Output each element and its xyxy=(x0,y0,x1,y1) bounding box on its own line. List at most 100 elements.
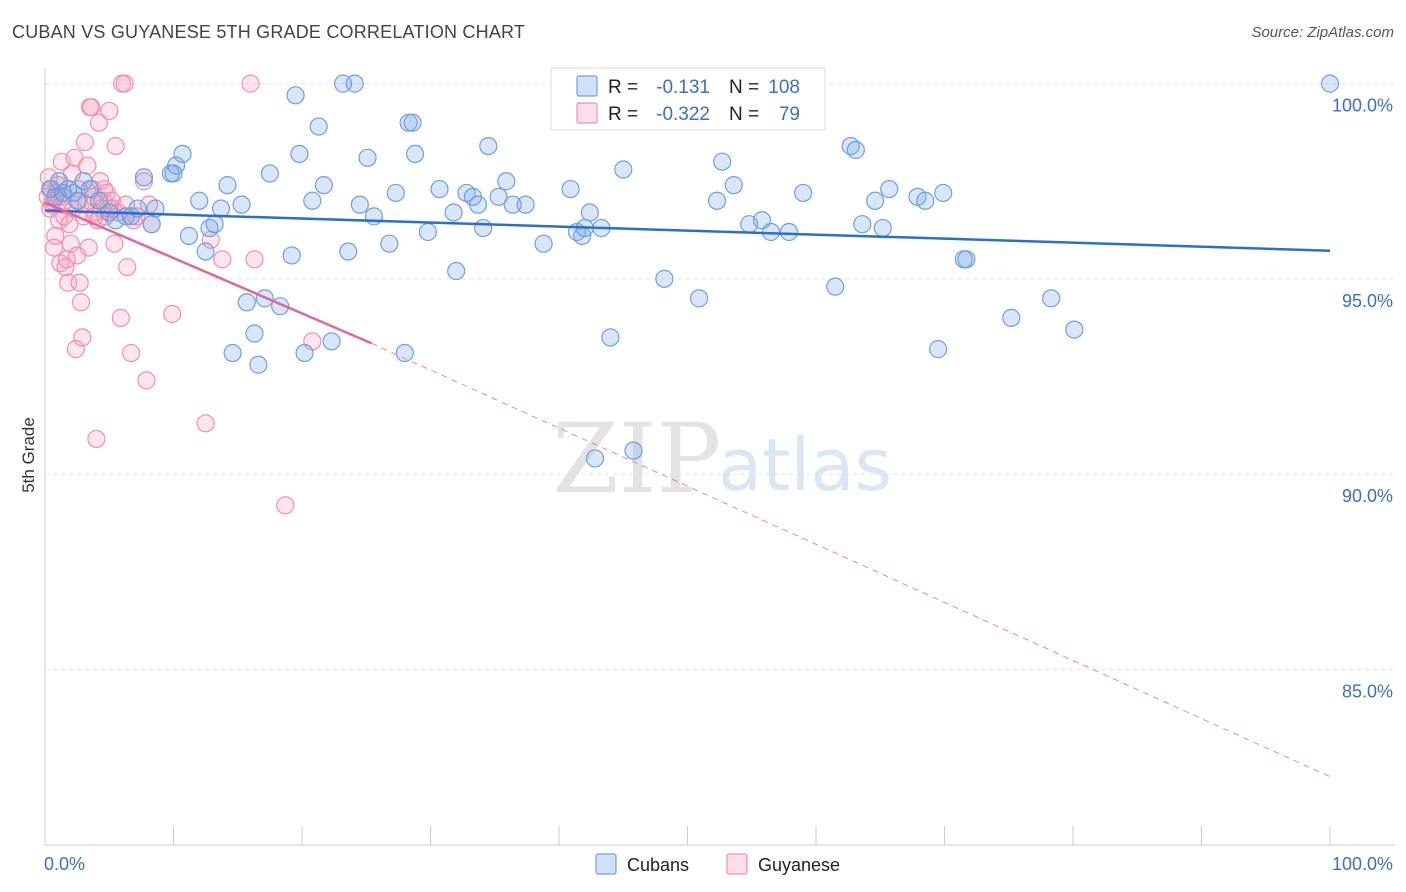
cuban-point xyxy=(211,199,231,218)
cuban-point xyxy=(173,144,192,163)
guyanese-point xyxy=(89,113,109,132)
gridlines xyxy=(45,83,1395,670)
guyanese-point xyxy=(137,371,156,390)
cuban-point xyxy=(934,183,953,203)
trend-lines xyxy=(44,201,1331,778)
cuban-point xyxy=(322,332,341,351)
guyanese-point xyxy=(66,340,85,359)
cuban-point xyxy=(68,191,87,210)
guyanese-point xyxy=(121,343,141,363)
cuban-point xyxy=(624,441,643,460)
cuban-point xyxy=(430,179,449,199)
y-tick-label: 100.0% xyxy=(1332,96,1393,116)
legend-n-label-guyanese: N = xyxy=(729,104,759,125)
guyanese-point xyxy=(245,250,264,269)
cuban-point xyxy=(290,144,309,163)
cuban-point xyxy=(303,191,322,210)
cuban-point xyxy=(399,113,418,132)
guyanese-point xyxy=(213,250,232,269)
cuban-point xyxy=(707,191,727,210)
cuban-point xyxy=(655,269,674,288)
watermark-atlas: atlas xyxy=(718,423,892,507)
cuban-point xyxy=(689,289,709,308)
cuban-point xyxy=(585,449,605,468)
cuban-point xyxy=(826,277,845,296)
cuban-point xyxy=(1320,74,1340,93)
guyanese-point xyxy=(118,258,137,277)
cuban-point xyxy=(580,203,599,222)
cuban-point xyxy=(142,215,161,234)
cuban-point xyxy=(444,203,463,222)
y-tick-label: 85.0% xyxy=(1342,681,1393,701)
cuban-point xyxy=(386,183,405,203)
cuban-point xyxy=(853,215,872,234)
trend-line-guyanese xyxy=(44,201,372,345)
cuban-point xyxy=(957,250,976,269)
bottom-legend-swatch-cubans xyxy=(595,853,617,875)
legend-r-value-cubans: -0.131 xyxy=(656,77,710,98)
cuban-point xyxy=(928,340,948,359)
x-tick-label-max: 100.0% xyxy=(1332,854,1393,874)
guyanese-point xyxy=(276,496,295,515)
y-tick-label: 90.0% xyxy=(1342,486,1393,506)
cuban-point xyxy=(196,242,215,261)
cuban-point xyxy=(286,86,305,105)
cuban-point xyxy=(418,222,438,242)
cuban-point xyxy=(468,195,488,214)
cuban-point xyxy=(614,160,633,179)
bottom-legend-label-cubans: Cubans xyxy=(627,855,689,875)
cuban-point xyxy=(489,187,508,206)
correlation-legend: R = -0.131 N = 108 R = -0.322 N = 79 xyxy=(550,67,826,131)
source-credit: Source: ZipAtlas.com xyxy=(1251,24,1394,41)
guyanese-point xyxy=(134,172,154,191)
guyanese-point xyxy=(111,308,130,327)
cuban-point xyxy=(282,246,301,265)
guyanese-point xyxy=(61,234,80,253)
guyanese-point xyxy=(115,74,134,93)
legend-n-value-guyanese: 79 xyxy=(779,104,800,125)
cuban-point xyxy=(314,176,333,195)
cuban-point xyxy=(866,191,885,210)
cuban-point xyxy=(561,179,580,199)
legend-swatch-guyanese xyxy=(576,102,598,124)
guyanese-point xyxy=(82,97,101,117)
guyanese-point xyxy=(70,273,89,292)
legend-n-value-cubans: 108 xyxy=(768,77,800,98)
series-legend: Cubans Guyanese xyxy=(595,853,840,875)
cuban-point xyxy=(166,156,186,175)
legend-r-label-cubans: R = xyxy=(608,77,638,98)
guyanese-point xyxy=(87,429,106,449)
guyanese-point xyxy=(71,293,91,312)
guyanese-point xyxy=(46,226,65,245)
guyanese-point xyxy=(106,136,125,156)
bottom-legend-swatch-guyanese xyxy=(726,853,748,875)
guyanese-point xyxy=(105,234,124,253)
y-axis-label: 5th Grade xyxy=(19,417,38,493)
cuban-point xyxy=(713,152,732,171)
cuban-point xyxy=(179,226,199,245)
guyanese-point xyxy=(163,304,182,324)
legend-r-value-guyanese: -0.322 xyxy=(656,104,710,125)
cuban-point xyxy=(534,234,553,253)
cuban-point xyxy=(794,183,813,203)
cuban-point xyxy=(358,148,377,167)
cuban-point xyxy=(479,136,498,156)
guyanese-point xyxy=(78,156,97,175)
cuban-point xyxy=(232,195,251,214)
cuban-point xyxy=(601,328,620,347)
guyanese-point xyxy=(75,133,94,152)
cuban-point xyxy=(395,343,414,363)
trend-line-guyanese-extension xyxy=(371,342,1331,778)
chart-title: CUBAN VS GUYANESE 5TH GRADE CORRELATION … xyxy=(12,22,526,42)
cuban-point xyxy=(403,113,422,132)
cuban-point xyxy=(1002,308,1021,327)
cuban-point xyxy=(205,215,224,234)
cuban-point xyxy=(503,195,522,214)
cuban-point xyxy=(260,164,279,183)
cuban-point xyxy=(237,293,256,312)
cuban-point xyxy=(405,144,425,163)
cuban-point xyxy=(447,261,466,281)
legend-n-label-cubans: N = xyxy=(729,77,759,98)
cuban-point xyxy=(249,355,268,374)
legend-r-label-guyanese: R = xyxy=(608,104,638,125)
